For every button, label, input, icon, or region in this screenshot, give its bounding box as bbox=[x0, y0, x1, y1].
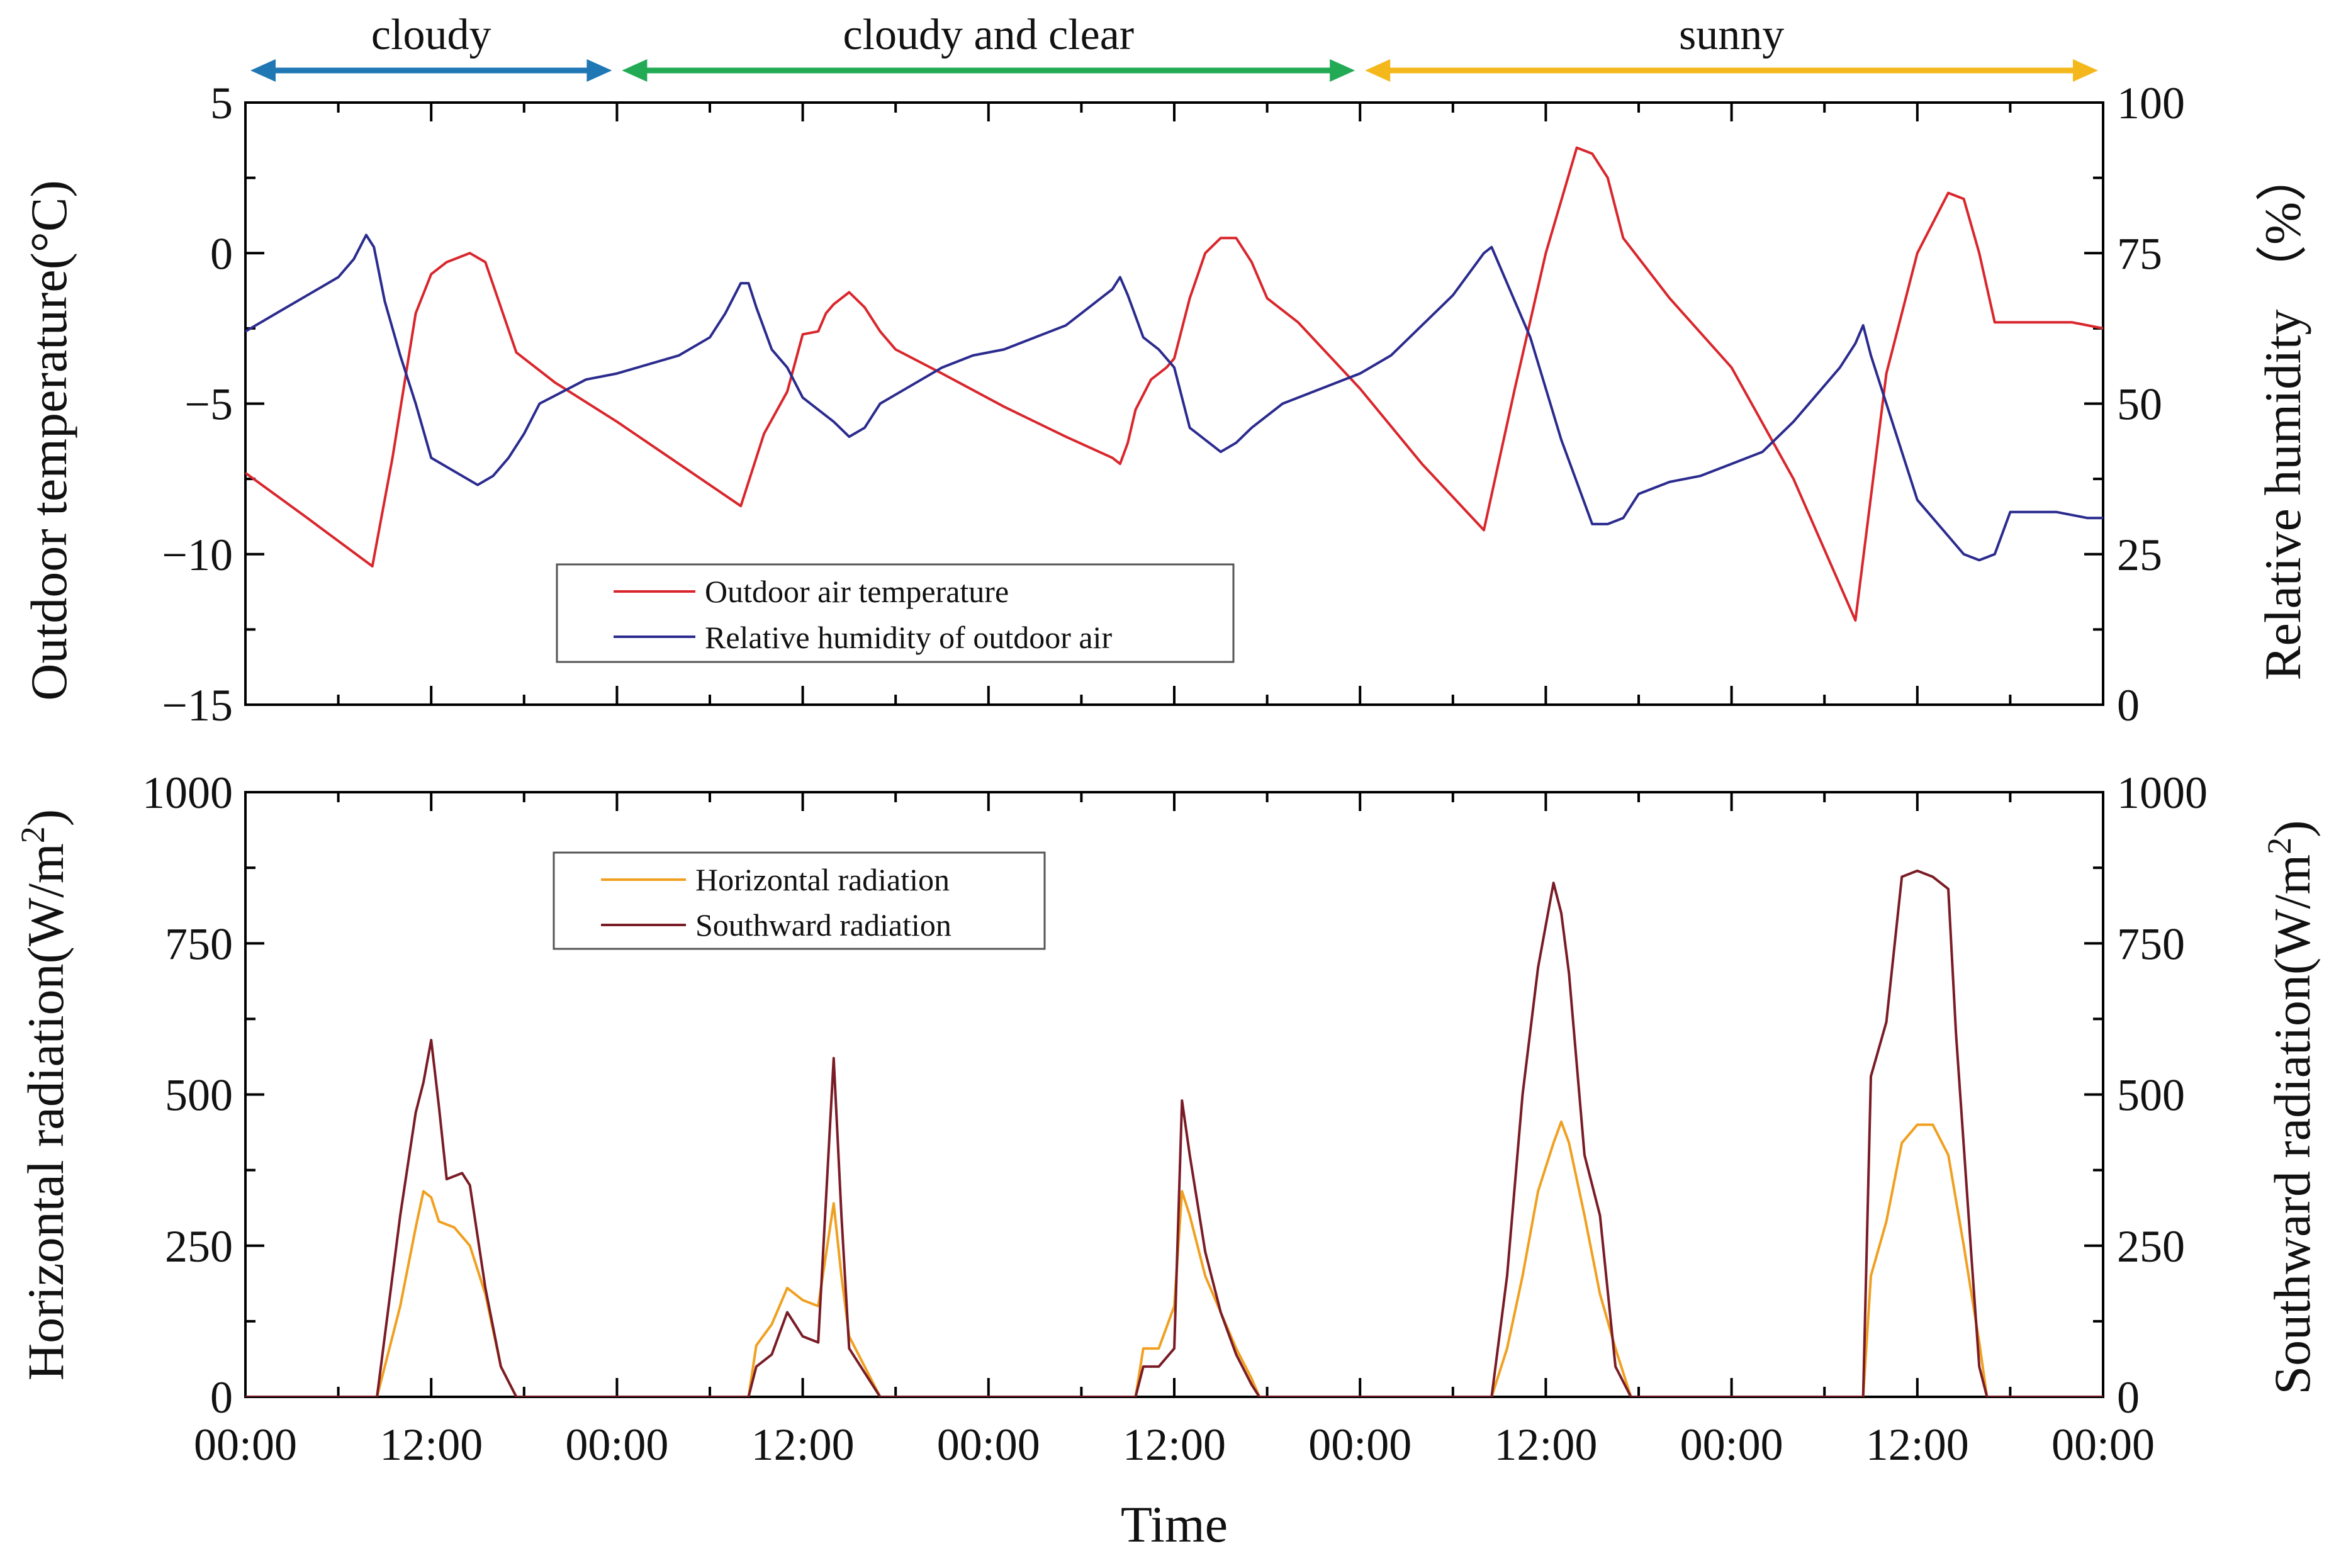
bottom-right-y-ticks: 1000 750 500 250 0 bbox=[2084, 768, 2208, 1423]
y-tick-label-right: 500 bbox=[2117, 1070, 2185, 1121]
series-line-horizontal-radiation bbox=[245, 1120, 2103, 1397]
x-tick-label: 12:00 bbox=[1866, 1420, 1969, 1470]
legend-label-humidity: Relative humidity of outdoor air bbox=[705, 620, 1112, 655]
top-left-y-ticks: 5 0 −5 −10 −15 bbox=[162, 78, 264, 731]
bottom-x-ticks: 00:00 12:00 00:00 12:00 00:00 12:00 00:00 12:00… bbox=[194, 792, 2155, 1470]
top-x-ticks bbox=[244, 103, 2104, 705]
period-arrow-left-head-2 bbox=[1365, 59, 1391, 82]
legend-label-temperature: Outdoor air temperature bbox=[705, 574, 1009, 609]
y-tick-label-left: 500 bbox=[165, 1070, 233, 1121]
hrad-title-base: Horizontal radiation(W/m bbox=[17, 843, 74, 1380]
legend-label-southward-radiation: Southward radiation bbox=[695, 907, 951, 943]
y-axis-title-temperature: Outdoor temperature(°C) bbox=[20, 180, 77, 700]
y-axis-title-southward-radiation: Southward radiation(W/m2) bbox=[2260, 820, 2321, 1395]
bottom-legend-box bbox=[553, 851, 1046, 950]
y-tick-label-right: 750 bbox=[2117, 919, 2185, 969]
period-label-1: cloudy and clear bbox=[843, 11, 1135, 59]
period-label-0: cloudy bbox=[371, 11, 491, 59]
srad-title-close: ) bbox=[2264, 820, 2321, 837]
period-arrow-right-head-2 bbox=[2073, 59, 2098, 82]
y-tick-label-left: 5 bbox=[210, 78, 233, 128]
bottom-legend: Horizontal radiation Southward radiation bbox=[553, 851, 1046, 950]
x-tick-label: 12:00 bbox=[1123, 1420, 1226, 1470]
x-tick-label: 00:00 bbox=[565, 1420, 668, 1470]
series-line-southward-radiation bbox=[245, 869, 2103, 1397]
legend-label-horizontal-radiation: Horizontal radiation bbox=[695, 862, 950, 897]
period-arrow-right-head-0 bbox=[586, 59, 612, 82]
top-legend-box bbox=[556, 563, 1235, 663]
y-tick-label-left: 750 bbox=[165, 919, 233, 969]
y-tick-label-left: 1000 bbox=[142, 768, 233, 818]
y-tick-label-right: 1000 bbox=[2117, 768, 2208, 818]
hrad-title-sup: 2 bbox=[14, 826, 52, 843]
y-tick-label-left: −5 bbox=[184, 379, 233, 430]
series-line-outdoor-air-temperature bbox=[245, 146, 2103, 622]
period-arrow-left-head-0 bbox=[250, 59, 276, 82]
period-label-2: sunny bbox=[1679, 11, 1784, 59]
y-tick-label-right: 250 bbox=[2117, 1221, 2185, 1272]
period-arrow-left-head-1 bbox=[622, 59, 648, 82]
y-tick-label-right: 100 bbox=[2117, 78, 2185, 128]
srad-title-sup: 2 bbox=[2260, 837, 2298, 854]
x-tick-label: 00:00 bbox=[1680, 1420, 1783, 1470]
srad-title-base: Southward radiation(W/m bbox=[2264, 854, 2321, 1395]
y-tick-label-right: 25 bbox=[2117, 530, 2162, 580]
y-tick-label-left: 0 bbox=[210, 1372, 233, 1423]
y-axis-title-horizontal-radiation: Horizontal radiation(W/m2) bbox=[14, 809, 74, 1380]
bottom-left-y-ticks: 1000 750 500 250 0 bbox=[142, 768, 264, 1423]
x-axis-title-time: Time bbox=[1121, 1496, 1228, 1553]
series-line-relative-humidity bbox=[245, 233, 2103, 562]
y-tick-label-right: 75 bbox=[2117, 228, 2162, 279]
y-tick-label-left: −10 bbox=[162, 530, 233, 580]
y-tick-label-right: 0 bbox=[2117, 680, 2140, 731]
x-tick-label: 12:00 bbox=[1494, 1420, 1597, 1470]
hrad-title-close: ) bbox=[17, 809, 74, 826]
top-legend: Outdoor air temperature Relative humidit… bbox=[556, 563, 1235, 663]
y-tick-label-right: 0 bbox=[2117, 1372, 2140, 1423]
y-tick-label-left: 0 bbox=[210, 228, 233, 279]
weather-period-arrows: cloudy cloudy and clear sunny bbox=[250, 11, 2098, 82]
x-tick-label: 00:00 bbox=[2051, 1420, 2155, 1470]
y-axis-title-humidity: Relative humidity （%） bbox=[2254, 150, 2311, 681]
period-arrow-right-head-1 bbox=[1330, 59, 1355, 82]
x-tick-label: 12:00 bbox=[379, 1420, 483, 1470]
x-tick-label: 12:00 bbox=[751, 1420, 855, 1470]
y-tick-label-right: 50 bbox=[2117, 379, 2162, 430]
radiation-panel: 00:00 12:00 00:00 12:00 00:00 12:00 00:00 12:00… bbox=[14, 768, 2321, 1553]
x-tick-label: 00:00 bbox=[1308, 1420, 1412, 1470]
y-tick-label-left: 250 bbox=[165, 1221, 233, 1272]
x-tick-label: 00:00 bbox=[194, 1420, 297, 1470]
y-tick-label-left: −15 bbox=[162, 680, 233, 731]
top-right-y-ticks: 100 75 50 25 0 bbox=[2084, 78, 2185, 731]
x-tick-label: 00:00 bbox=[937, 1420, 1040, 1470]
